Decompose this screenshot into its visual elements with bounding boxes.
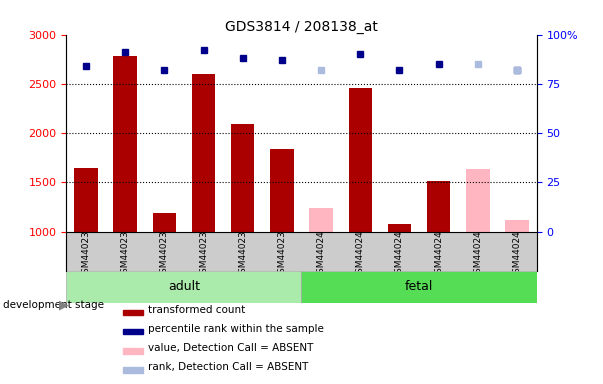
Bar (153, 212, 176, 232)
Text: adult: adult (168, 280, 200, 293)
Text: GSM440240: GSM440240 (317, 224, 326, 279)
Bar (262, 232, 302, 271)
Bar (302, 232, 341, 271)
Text: GSM440238: GSM440238 (238, 224, 247, 279)
Bar (74, 168, 98, 232)
Bar (427, 181, 450, 232)
Title: GDS3814 / 208138_at: GDS3814 / 208138_at (225, 20, 378, 33)
Text: GSM440234: GSM440234 (81, 224, 90, 279)
Text: rank, Detection Call = ABSENT: rank, Detection Call = ABSENT (148, 362, 309, 372)
Bar (419, 232, 458, 271)
Bar (309, 208, 333, 232)
Text: GSM440242: GSM440242 (395, 224, 404, 279)
Text: GSM440241: GSM440241 (356, 224, 365, 279)
Bar (223, 232, 262, 271)
Bar (349, 88, 372, 232)
Bar (497, 232, 537, 271)
Bar (231, 124, 254, 232)
Bar (66, 271, 302, 303)
Text: GSM440237: GSM440237 (199, 224, 208, 279)
Text: GSM440239: GSM440239 (277, 224, 286, 279)
Text: development stage: development stage (3, 300, 104, 310)
Bar (66, 35, 537, 232)
Bar (466, 169, 490, 232)
Text: GSM440243: GSM440243 (434, 224, 443, 279)
Bar (388, 224, 411, 232)
Bar (270, 149, 294, 232)
Bar (145, 232, 184, 271)
Bar (106, 232, 145, 271)
Bar (380, 232, 419, 271)
Text: ▶: ▶ (59, 299, 69, 312)
Text: GSM440236: GSM440236 (160, 224, 169, 279)
Text: GSM440235: GSM440235 (121, 224, 130, 279)
Bar (123, 367, 142, 372)
Text: percentile rank within the sample: percentile rank within the sample (148, 324, 324, 334)
Bar (123, 310, 142, 315)
Bar (458, 232, 497, 271)
Bar (302, 271, 537, 303)
Bar (66, 232, 106, 271)
Text: fetal: fetal (405, 280, 434, 293)
Text: transformed count: transformed count (148, 305, 245, 315)
Bar (192, 74, 215, 232)
Bar (505, 220, 529, 232)
Bar (123, 329, 142, 334)
Text: GSM440244: GSM440244 (473, 224, 482, 279)
Bar (123, 348, 142, 354)
Bar (184, 232, 223, 271)
Text: value, Detection Call = ABSENT: value, Detection Call = ABSENT (148, 343, 314, 353)
Bar (341, 232, 380, 271)
Text: GSM440245: GSM440245 (513, 224, 522, 279)
Bar (113, 56, 137, 232)
